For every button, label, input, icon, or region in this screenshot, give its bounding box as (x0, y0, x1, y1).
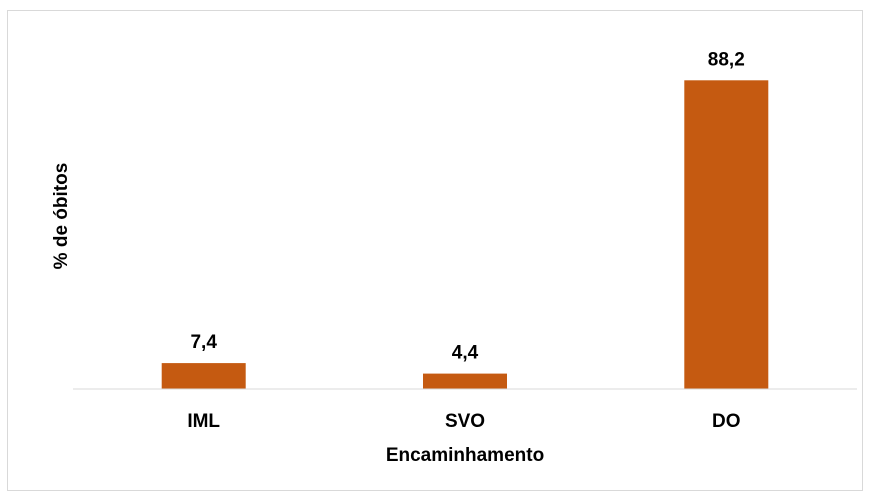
data-label-iml: 7,4 (190, 332, 217, 353)
bar-svo (423, 373, 507, 389)
y-axis-title: % de óbitos (51, 163, 72, 270)
data-labels-layer: 7,4 4,4 88,2 (190, 49, 744, 363)
data-label-do: 88,2 (708, 49, 745, 70)
x-tick-labels-layer: IML SVO DO (187, 411, 740, 432)
x-tick-label-svo: SVO (445, 411, 485, 432)
x-axis-title: Encaminhamento (386, 445, 544, 466)
bar-do (684, 80, 769, 390)
bar-iml (161, 363, 246, 389)
data-label-svo: 4,4 (452, 343, 479, 364)
x-tick-label-iml: IML (187, 411, 220, 432)
x-tick-label-do: DO (712, 411, 741, 432)
bars-layer (161, 80, 769, 390)
